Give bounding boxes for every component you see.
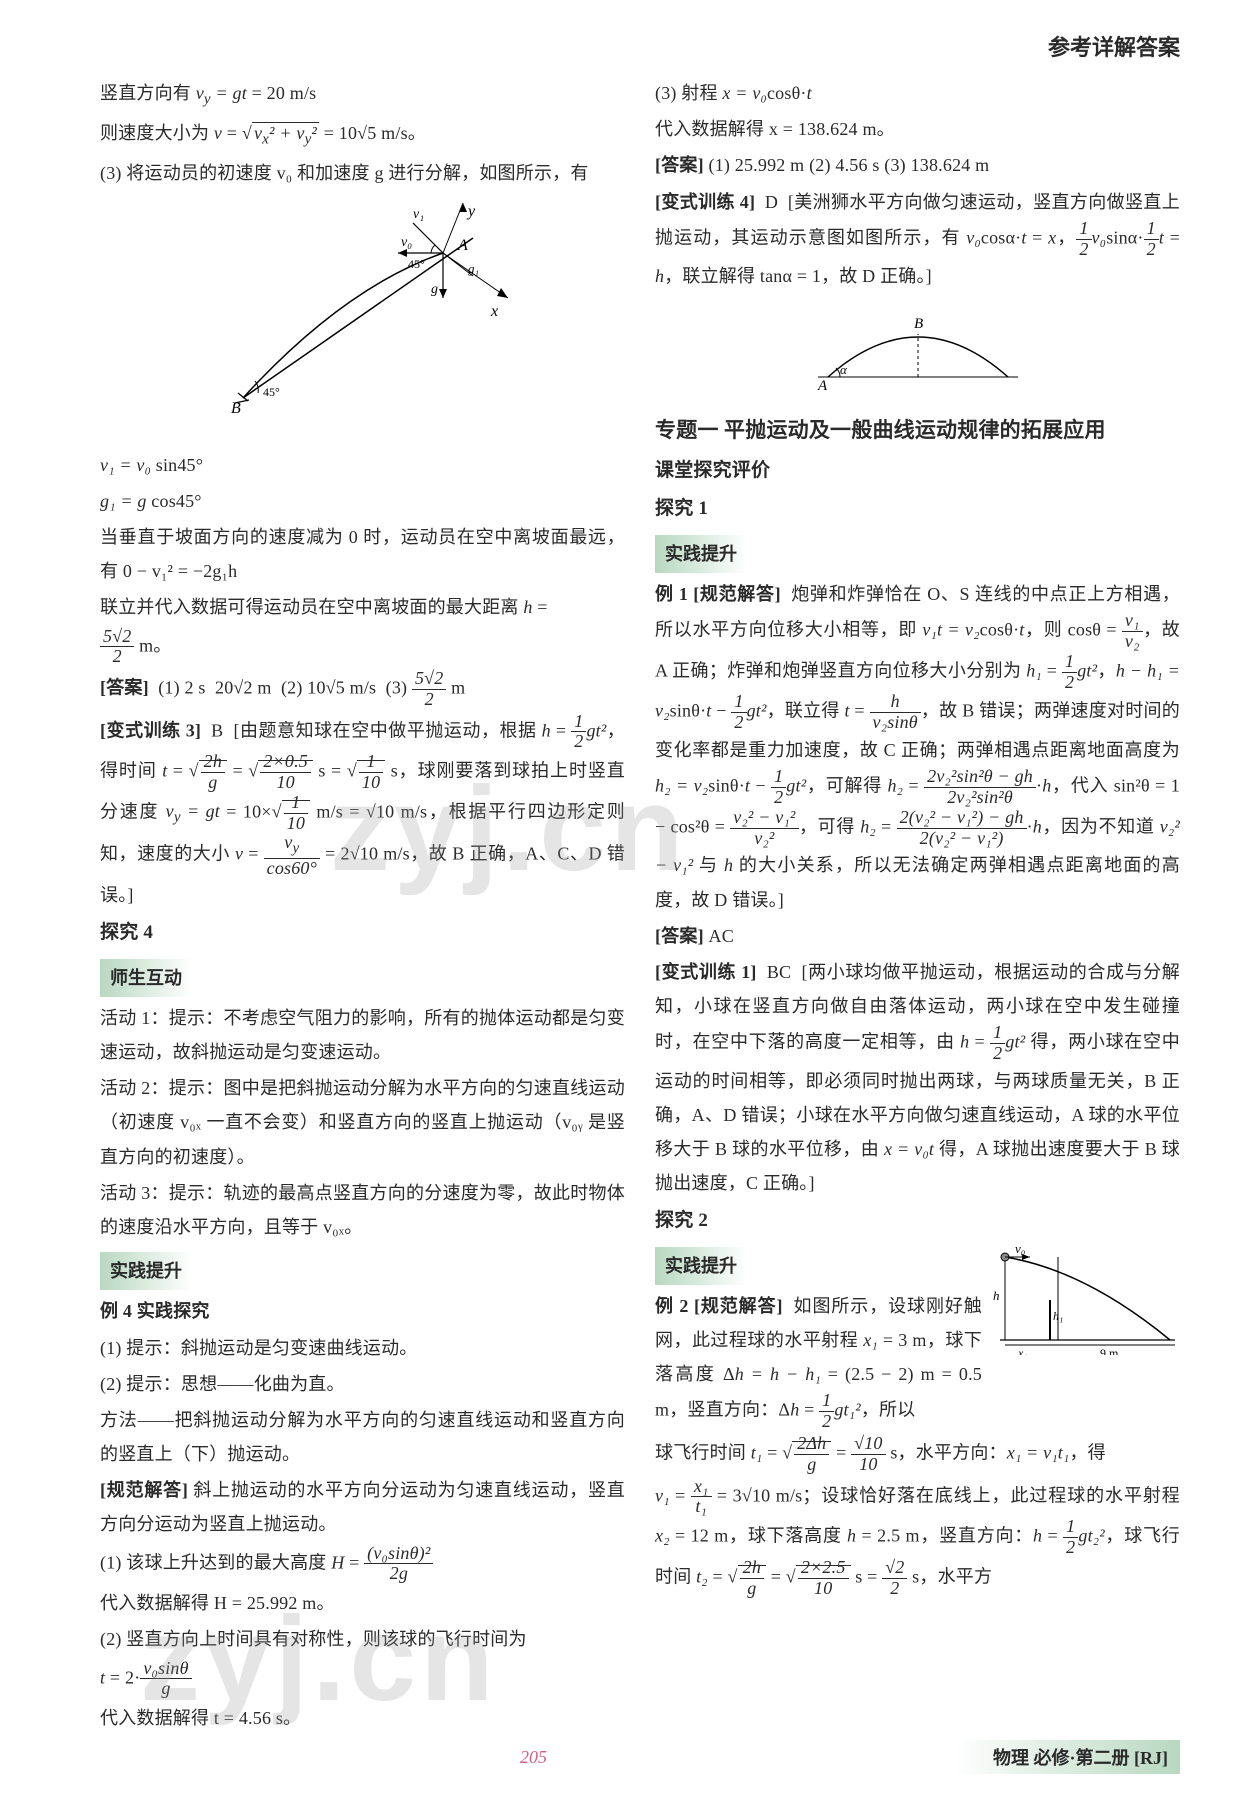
left-diagram-1: y x A v₀ v₁ 45° g (100, 198, 625, 439)
svg-text:g₁: g₁ (468, 261, 479, 276)
norm-2c: 代入数据解得 t = 4.56 s。 (100, 1701, 625, 1735)
topic-title: 专题一 平抛运动及一般曲线运动规律的拓展应用 (655, 411, 1180, 451)
act1: 活动 1：提示：不考虑空气阻力的影响，所有的抛体运动都是匀变速运动，故斜抛运动是… (100, 1001, 625, 1069)
right-p2: 代入数据解得 x = 138.624 m。 (655, 112, 1180, 146)
shisheng-section: 师生互动 (100, 959, 192, 997)
explore-2-title: 探究 2 (655, 1203, 1180, 1239)
svg-text:x: x (490, 303, 498, 320)
left-p7: 联立并代入数据可得运动员在空中离坡面的最大距离 h = (100, 590, 625, 624)
norm-2: (2) 竖直方向上时间具有对称性，则该球的飞行时间为 (100, 1622, 625, 1656)
left-p6: 当垂直于坡面方向的速度减为 0 时，运动员在空中离坡面最远，有 0 − v₁² … (100, 520, 625, 588)
ex4-1: (1) 提示：斜抛运动是匀变速曲线运动。 (100, 1331, 625, 1365)
svg-text:h: h (993, 1288, 1000, 1303)
svg-text:45°: 45° (263, 385, 280, 399)
svg-text:45°: 45° (408, 257, 425, 271)
shijian-r1: 实践提升 (655, 535, 747, 573)
right-var4: [变式训练 4] D [美洲狮水平方向做匀速运动，竖直方向做竖直上抛运动，其运动… (655, 185, 1180, 294)
left-p4: v₁ = v₀ sin45° (100, 448, 625, 482)
right-column: (3) 射程 x = v₀cosθ·t 代入数据解得 x = 138.624 m… (655, 74, 1180, 1737)
left-p5: g₁ = g cos45° (100, 484, 625, 518)
content-columns: 竖直方向有 vy = gt = 20 m/s 则速度大小为 v = √vx² +… (100, 74, 1180, 1737)
norm-1b: 代入数据解得 H = 25.992 m。 (100, 1586, 625, 1620)
svg-text:v₀: v₀ (1015, 1245, 1025, 1256)
shijian1-section: 实践提升 (100, 1252, 192, 1290)
svg-text:x₁: x₁ (1017, 1346, 1028, 1355)
explore-4-title: 探究 4 (100, 915, 625, 951)
ex4-label: 例 4 实践探究 (100, 1294, 625, 1328)
subtitle: 课堂探究评价 (655, 453, 1180, 489)
ans-ac: [答案] AC (655, 919, 1180, 953)
left-p2: 则速度大小为 v = √vx² + vy² = 10√5 m/s。 (100, 116, 625, 154)
svg-text:g: g (431, 282, 438, 297)
svg-text:A: A (457, 237, 468, 254)
svg-text:v₀: v₀ (401, 235, 412, 250)
right-diagram-net: v₀ h h₁ x₁ 9 m (990, 1245, 1180, 1366)
left-var3: [变式训练 3] B [由题意知球在空中做平抛运动，根据 h = 12gt²，得… (100, 712, 625, 913)
ex2-c: v₁ = x₁t₁ = 3√10 m/s；设球恰好落在底线上，此过程球的水平射程… (655, 1477, 1180, 1599)
norm-solve: [规范解答] 斜上抛运动的水平方向分运动为匀速直线运动，竖直方向分运动为竖直上抛… (100, 1473, 625, 1541)
svg-text:v₁: v₁ (413, 207, 424, 222)
left-ans1: [答案] (1) 2 s 20√2 m (2) 10√5 m/s (3) 5√2… (100, 669, 625, 710)
left-p3: (3) 将运动员的初速度 v₀ 和加速度 g 进行分解，如图所示，有 (100, 156, 625, 190)
svg-text:y: y (466, 203, 476, 220)
explore-1-title: 探究 1 (655, 491, 1180, 527)
page-number: 205 (520, 1747, 547, 1768)
right-p1: (3) 射程 x = v₀cosθ·t (655, 76, 1180, 110)
right-ans: [答案] (1) 25.992 m (2) 4.56 s (3) 138.624… (655, 148, 1180, 182)
shijian-r2: 实践提升 (655, 1247, 747, 1285)
svg-text:A: A (817, 378, 828, 392)
svg-text:α: α (840, 362, 848, 377)
footer-book: 物理 必修·第二册 [RJ] (953, 1740, 1180, 1774)
left-p8: 5√22 m。 (100, 627, 625, 668)
act2: 活动 2：提示：图中是把斜抛运动分解为水平方向的匀速直线运动（初速度 v₀ₓ 一… (100, 1071, 625, 1174)
svg-text:9 m: 9 m (1100, 1346, 1119, 1355)
ex4-2: (2) 提示：思想——化曲为直。 (100, 1367, 625, 1401)
act3: 活动 3：提示：轨迹的最高点竖直方向的分速度为零，故此时物体的速度沿水平方向，且… (100, 1176, 625, 1244)
left-p1: 竖直方向有 vy = gt = 20 m/s (100, 76, 625, 114)
ex4-3: 方法——把斜抛运动分解为水平方向的匀速直线运动和竖直方向的竖直上（下）抛运动。 (100, 1403, 625, 1471)
ex2-b: 球飞行时间 t₁ = √2Δhg = √1010 s，水平方向：x₁ = v₁t… (655, 1434, 1180, 1475)
left-column: 竖直方向有 vy = gt = 20 m/s 则速度大小为 v = √vx² +… (100, 74, 625, 1737)
footer: 205 物理 必修·第二册 [RJ] (100, 1740, 1180, 1774)
norm-2b: t = 2·v₀sinθg (100, 1659, 625, 1700)
ex1: 例 1 [规范解答] 炮弹和炸弹恰在 O、S 连线的中点正上方相遇，所以水平方向… (655, 577, 1180, 917)
page-header: 参考详解答案 (100, 30, 1180, 62)
svg-text:B: B (914, 316, 923, 332)
norm-1: (1) 该球上升达到的最大高度 H = (v₀sinθ)²2g (100, 1544, 625, 1585)
right-diagram-parabola: A B α (655, 302, 1180, 403)
var1: [变式训练 1] BC [两小球均做平抛运动，根据运动的合成与分解知，小球在竖直… (655, 955, 1180, 1201)
